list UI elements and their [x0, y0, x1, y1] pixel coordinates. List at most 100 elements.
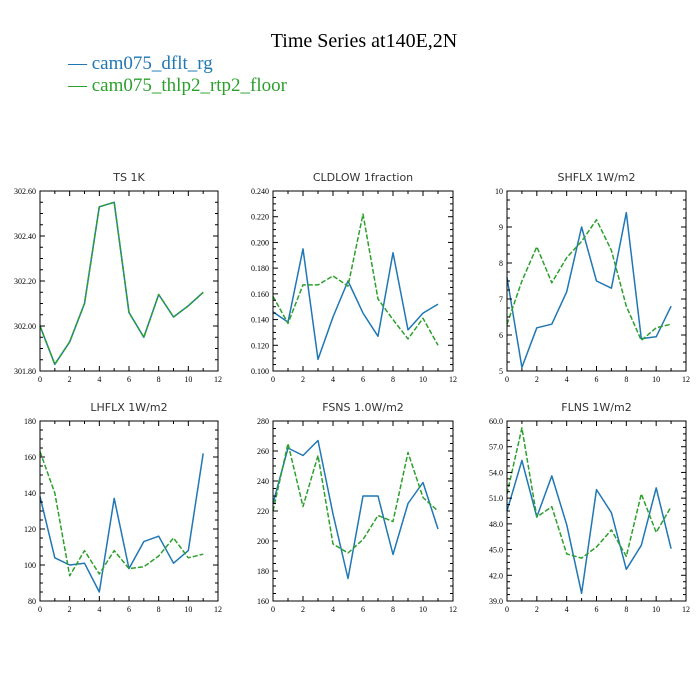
- y-tick-label-lhflx: 180: [24, 417, 36, 426]
- y-tick-label-flns: 54.0: [489, 468, 503, 477]
- series-line-fsns-floor: [272, 442, 439, 554]
- panel-ts: TS 1K 0 2 4 6 8 10 12 301.80 302.00 302.20 302.40 30…: [14, 171, 222, 384]
- x-tick-label-fsns: 8: [391, 605, 395, 614]
- figure-title: Time Series at140E,2N: [271, 30, 457, 52]
- y-tick-label-cldlow: 0.220: [251, 213, 269, 222]
- x-tick-label-cldlow: 10: [419, 375, 427, 384]
- series-line-cldlow-floor: [272, 213, 439, 346]
- y-tick-label-cldlow: 0.180: [251, 264, 269, 273]
- y-tick-label-shflx: 10: [495, 187, 503, 196]
- series-line-flns-floor: [506, 427, 672, 559]
- y-tick-label-shflx: 8: [499, 259, 503, 268]
- x-tick-label-shflx: 12: [682, 375, 690, 384]
- y-tick-label-lhflx: 140: [24, 489, 36, 498]
- x-tick-label-ts: 12: [214, 375, 222, 384]
- series-line-shflx-dflt: [506, 211, 672, 369]
- x-tick-label-ts: 4: [97, 375, 101, 384]
- y-tick-label-cldlow: 0.160: [251, 290, 269, 299]
- y-tick-label-ts: 302.40: [14, 232, 36, 241]
- panel-cldlow: CLDLOW 1fraction 0 2 4 6 8 10 12 0.100 0.120 0.140…: [251, 171, 457, 384]
- x-tick-label-fsns: 6: [361, 605, 365, 614]
- x-tick-label-lhflx: 12: [214, 605, 222, 614]
- y-tick-label-flns: 45.0: [489, 546, 503, 555]
- panel-title-cldlow: CLDLOW 1fraction: [313, 171, 413, 184]
- y-tick-label-cldlow: 0.200: [251, 238, 269, 247]
- y-tick-label-flns: 57.0: [489, 443, 503, 452]
- x-tick-label-lhflx: 10: [184, 605, 192, 614]
- y-tick-label-lhflx: 160: [24, 453, 36, 462]
- x-tick-label-cldlow: 4: [331, 375, 335, 384]
- y-tick-label-cldlow: 0.100: [251, 367, 269, 376]
- x-tick-label-shflx: 2: [535, 375, 539, 384]
- panel-lhflx: LHFLX 1W/m2 0 2 4 6 8 10 12 80 100 120 140 160 180: [24, 401, 222, 614]
- panel-title-flns: FLNS 1W/m2: [561, 401, 631, 414]
- y-tick-label-fsns: 260: [257, 447, 269, 456]
- y-tick-label-ts: 302.20: [14, 277, 36, 286]
- y-tick-label-cldlow: 0.120: [251, 341, 269, 350]
- x-tick-label-ts: 8: [157, 375, 161, 384]
- y-tick-label-cldlow: 0.140: [251, 316, 269, 325]
- y-tick-label-lhflx: 100: [24, 561, 36, 570]
- x-tick-label-fsns: 10: [419, 605, 427, 614]
- x-tick-label-flns: 12: [682, 605, 690, 614]
- series-line-ts-floor: [39, 201, 204, 366]
- x-tick-label-lhflx: 2: [68, 605, 72, 614]
- y-tick-label-fsns: 160: [257, 597, 269, 606]
- plot-frame-lhflx: [39, 420, 219, 602]
- x-tick-label-cldlow: 12: [449, 375, 457, 384]
- x-tick-label-lhflx: 4: [97, 605, 101, 614]
- y-tick-label-flns: 60.0: [489, 417, 503, 426]
- y-tick-label-flns: 39.0: [489, 597, 503, 606]
- y-tick-label-shflx: 5: [499, 367, 503, 376]
- y-tick-label-ts: 301.80: [14, 367, 36, 376]
- y-tick-label-cldlow: 0.240: [251, 187, 269, 196]
- plot-frame-fsns: [272, 420, 454, 602]
- x-tick-label-lhflx: 8: [157, 605, 161, 614]
- y-tick-label-flns: 42.0: [489, 571, 503, 580]
- y-tick-label-fsns: 220: [257, 507, 269, 516]
- x-tick-label-cldlow: 2: [301, 375, 305, 384]
- panel-grid: TS 1K 0 2 4 6 8 10 12 301.80 302.00 302.20 302.40 30…: [14, 171, 690, 614]
- x-tick-label-flns: 4: [565, 605, 569, 614]
- x-tick-label-lhflx: 6: [127, 605, 131, 614]
- y-tick-label-ts: 302.60: [14, 187, 36, 196]
- panel-title-ts: TS 1K: [112, 171, 145, 184]
- y-tick-label-shflx: 7: [499, 295, 503, 304]
- legend-entry-dflt: — cam075_dflt_rg: [67, 53, 213, 74]
- panel-title-fsns: FSNS 1.0W/m2: [322, 401, 404, 414]
- panel-shflx: SHFLX 1W/m2 0 2 4 6 8 10 12 5 6 7 8 9 10: [495, 171, 690, 384]
- panel-title-shflx: SHFLX 1W/m2: [557, 171, 635, 184]
- x-tick-label-flns: 6: [595, 605, 599, 614]
- y-tick-label-flns: 51.0: [489, 494, 503, 503]
- x-tick-label-ts: 10: [184, 375, 192, 384]
- y-tick-label-flns: 48.0: [489, 520, 503, 529]
- x-tick-label-shflx: 6: [595, 375, 599, 384]
- x-tick-label-fsns: 0: [271, 605, 275, 614]
- series-line-cldlow-dflt: [272, 248, 439, 361]
- series-line-ts-dflt: [39, 201, 204, 366]
- x-tick-label-shflx: 0: [505, 375, 509, 384]
- x-tick-label-flns: 0: [505, 605, 509, 614]
- series-line-shflx-floor: [506, 219, 672, 342]
- x-tick-label-shflx: 10: [652, 375, 660, 384]
- x-tick-label-lhflx: 0: [38, 605, 42, 614]
- x-tick-label-ts: 6: [127, 375, 131, 384]
- x-tick-label-ts: 0: [38, 375, 42, 384]
- y-tick-label-fsns: 180: [257, 567, 269, 576]
- panel-title-lhflx: LHFLX 1W/m2: [90, 401, 167, 414]
- legend-entry-floor: — cam075_thlp2_rtp2_floor: [67, 75, 288, 96]
- y-tick-label-fsns: 200: [257, 537, 269, 546]
- y-tick-label-fsns: 280: [257, 417, 269, 426]
- y-tick-label-shflx: 6: [499, 331, 503, 340]
- y-tick-label-lhflx: 120: [24, 525, 36, 534]
- x-tick-label-flns: 2: [535, 605, 539, 614]
- x-tick-label-flns: 8: [624, 605, 628, 614]
- x-tick-label-shflx: 8: [624, 375, 628, 384]
- panel-flns: FLNS 1W/m2 0 2 4 6 8 10 12 39.0 42.0 45.0 48.0 51.0 5…: [489, 401, 690, 614]
- series-line-lhflx-floor: [39, 451, 204, 577]
- x-tick-label-cldlow: 0: [271, 375, 275, 384]
- x-tick-label-fsns: 2: [301, 605, 305, 614]
- x-tick-label-cldlow: 6: [361, 375, 365, 384]
- series-line-fsns-dflt: [272, 439, 439, 580]
